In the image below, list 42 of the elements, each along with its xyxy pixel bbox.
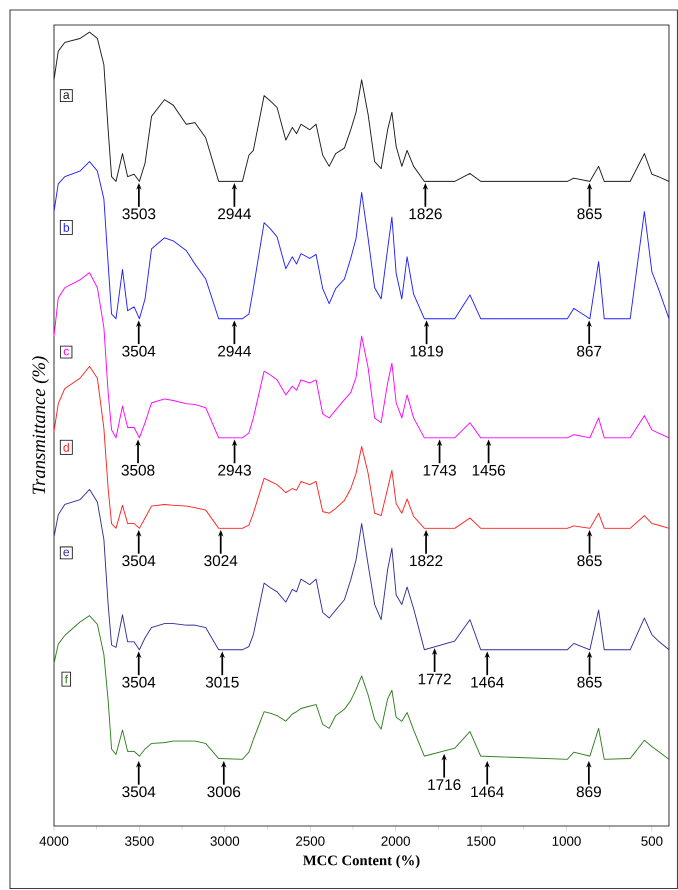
annotation: 3024 bbox=[204, 555, 238, 566]
x-axis-title: MCC Content (%) bbox=[303, 855, 420, 868]
series-label: c bbox=[64, 348, 69, 356]
x-tick-label: 3500 bbox=[125, 836, 154, 846]
x-tick-label: 3000 bbox=[210, 836, 240, 846]
series-label: a bbox=[63, 92, 70, 99]
x-tick-label: 4000 bbox=[39, 836, 68, 846]
annotation: 3503 bbox=[122, 208, 156, 220]
annotation: 869 bbox=[576, 786, 601, 798]
annotation: 1716 bbox=[428, 779, 461, 790]
annotation: 1826 bbox=[409, 208, 442, 220]
annotation: 865 bbox=[577, 555, 602, 566]
x-tick-label: 1000 bbox=[552, 836, 581, 846]
annotation: 2944 bbox=[218, 346, 251, 357]
series-label: d bbox=[63, 442, 69, 452]
annotation: 2944 bbox=[218, 208, 251, 220]
annotation: 3504 bbox=[122, 676, 156, 688]
annotation: 3508 bbox=[122, 464, 154, 476]
annotation: 2943 bbox=[218, 464, 251, 476]
annotation: 865 bbox=[577, 676, 602, 688]
series-label: e bbox=[63, 550, 70, 556]
annotation: 3504 bbox=[122, 555, 156, 566]
annotation: 1456 bbox=[472, 464, 505, 476]
series-label: f bbox=[64, 674, 68, 684]
annotation: 3504 bbox=[122, 786, 156, 798]
annotation: 1822 bbox=[410, 555, 442, 566]
annotation: 1819 bbox=[410, 346, 443, 357]
annotation: 867 bbox=[577, 346, 602, 357]
annotation: 1743 bbox=[424, 464, 456, 476]
x-tick-label: 1500 bbox=[467, 836, 496, 846]
annotation: 3015 bbox=[206, 676, 239, 688]
x-tick-label: 500 bbox=[641, 836, 663, 846]
annotation: 3504 bbox=[122, 346, 156, 357]
x-tick-label: 2000 bbox=[381, 836, 410, 846]
annotation: 1464 bbox=[471, 786, 504, 798]
annotation: 1464 bbox=[471, 676, 504, 688]
x-tick-label: 2500 bbox=[296, 836, 325, 846]
y-axis-title: Transmittance (%) bbox=[32, 356, 49, 494]
series-label: b bbox=[64, 223, 70, 232]
annotation: 1772 bbox=[418, 674, 451, 684]
annotation: 865 bbox=[577, 208, 602, 220]
annotation: 3006 bbox=[207, 786, 240, 798]
